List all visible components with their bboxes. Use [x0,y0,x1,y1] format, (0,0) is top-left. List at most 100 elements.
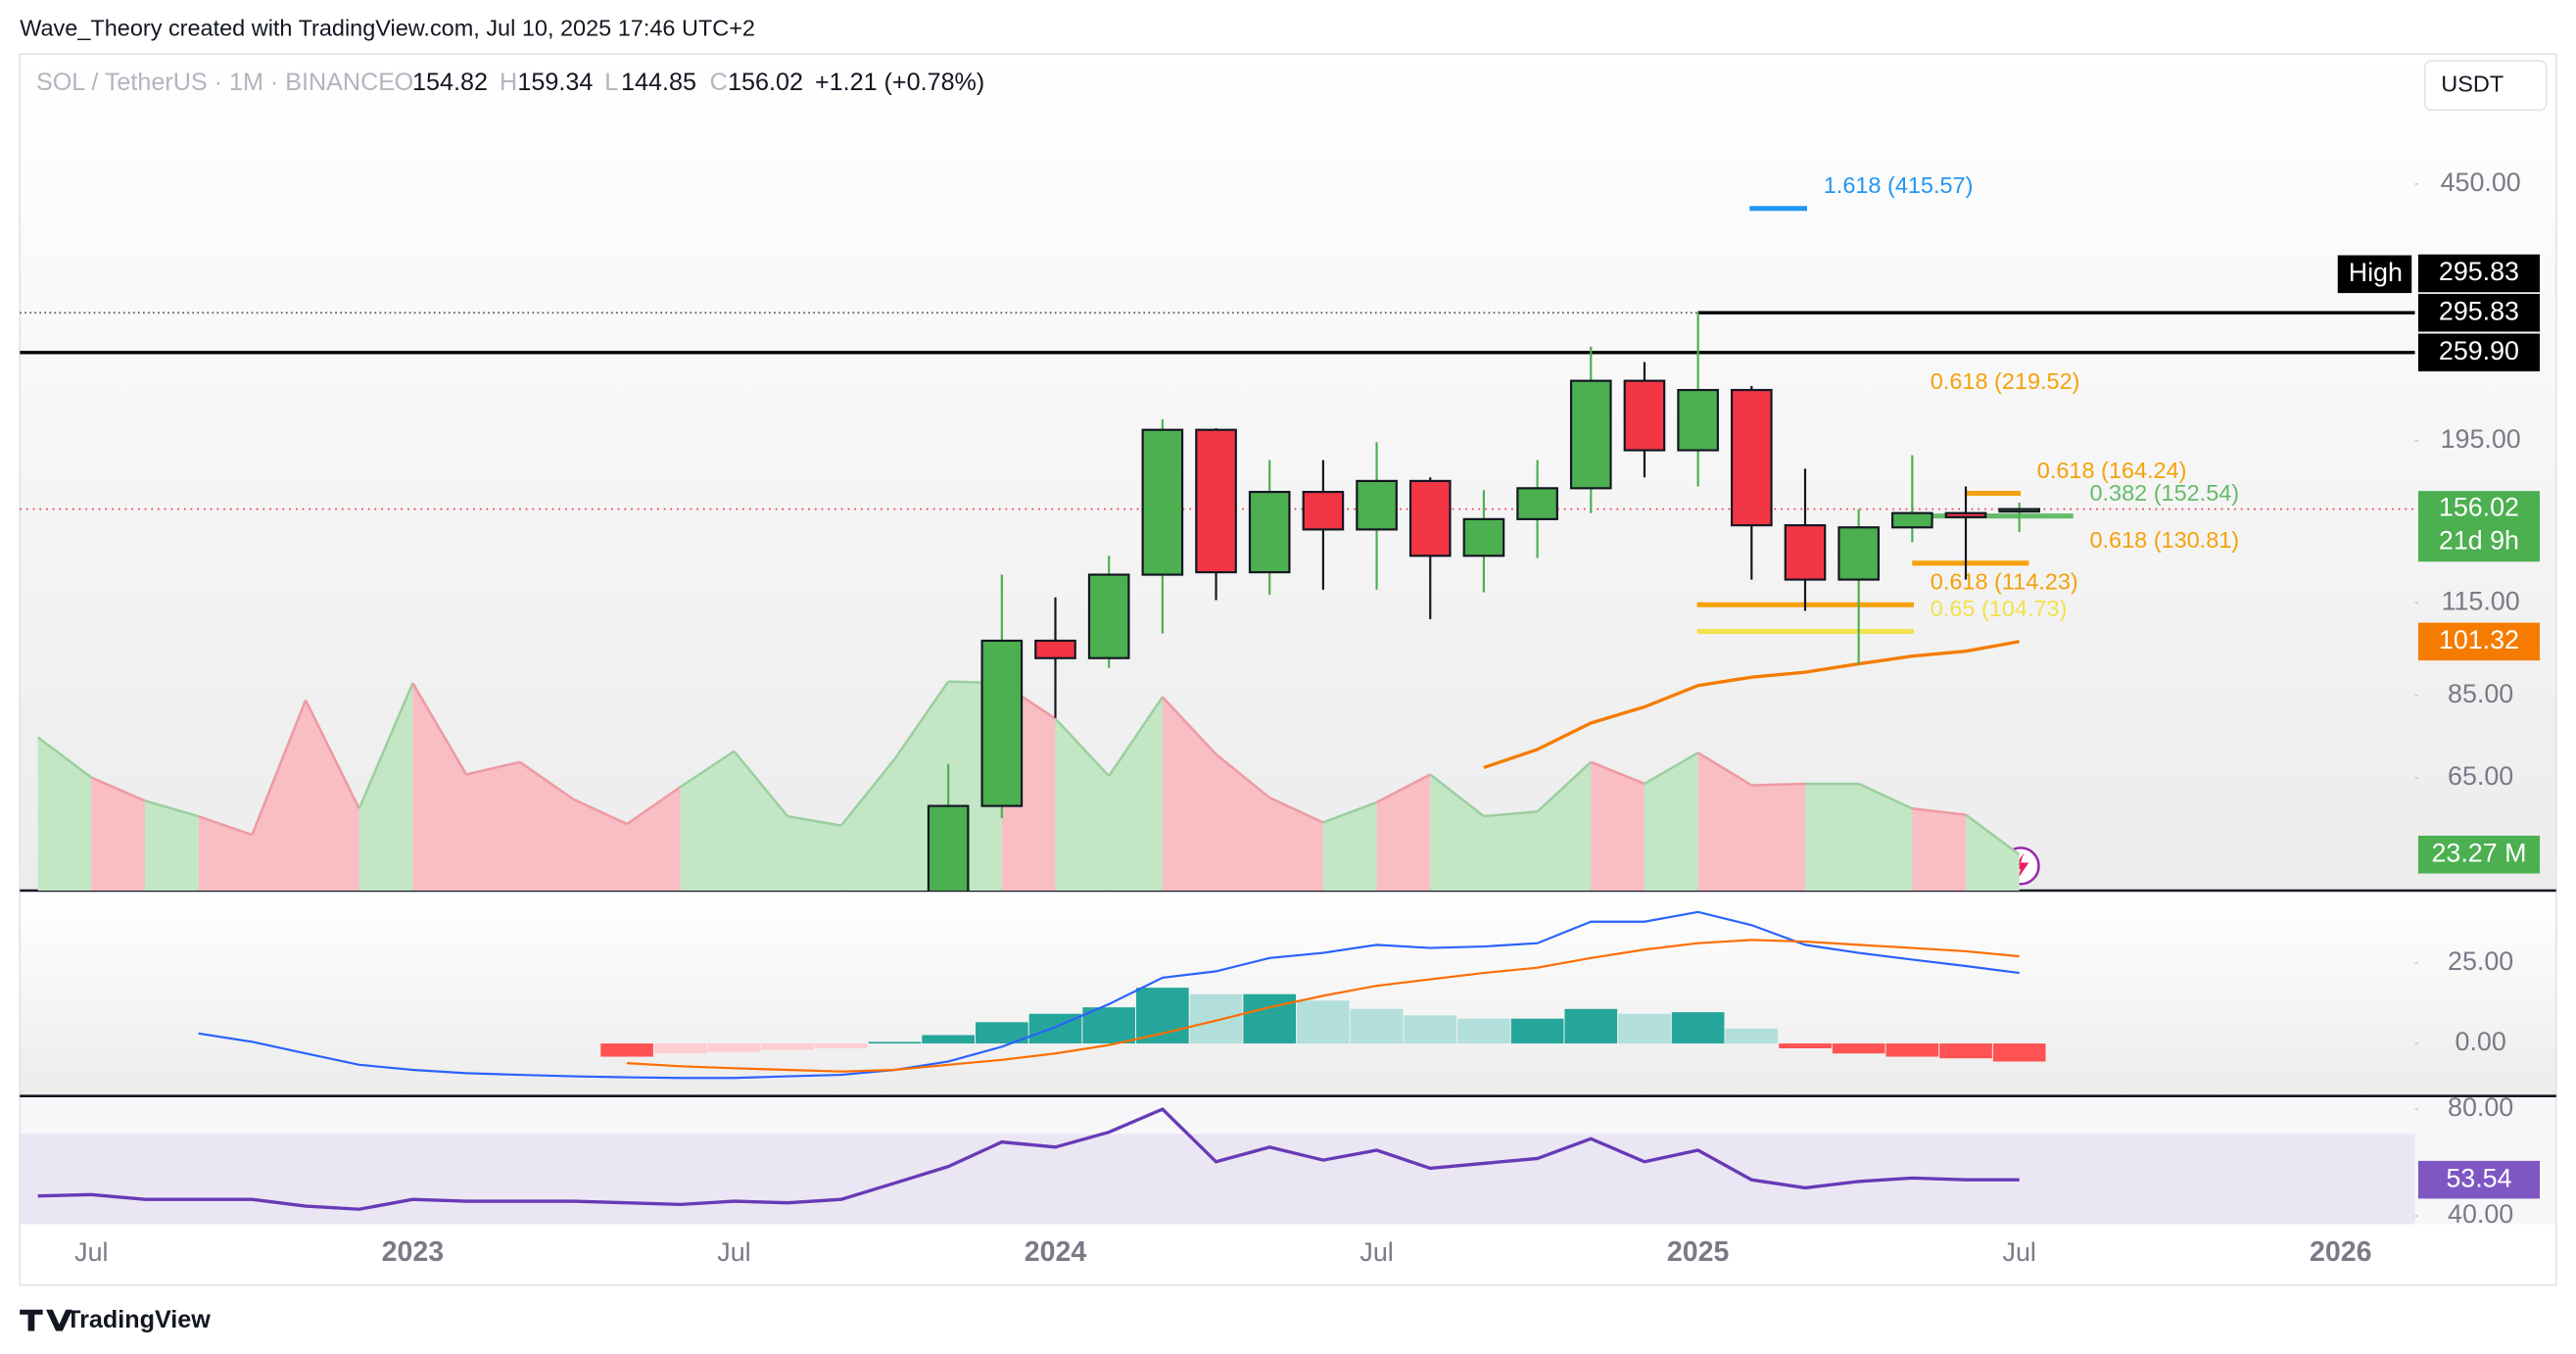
macd-histogram-bar [707,1043,761,1052]
volume-edge [90,776,146,802]
macd-histogram-bar [1189,993,1243,1044]
resistance-value-box [2417,333,2541,372]
candle-body [1730,388,1773,527]
volume-area [787,816,841,892]
volume-edge [1912,806,1967,816]
x-tick-label: 2025 [1667,1236,1730,1268]
x-tick-label: 2026 [2310,1236,2371,1268]
macd-histogram-bar [1136,988,1189,1044]
volume-area [145,800,199,892]
macd-histogram-bar [1885,1043,1939,1057]
macd-histogram-bar [1779,1043,1832,1048]
volume-edge [411,682,468,776]
high-tag: High [2349,258,2403,287]
candle-body [1248,491,1291,574]
high-value: 295.83 [2439,296,2519,325]
candle-body [980,639,1024,807]
candle-body [1302,491,1345,531]
macd-histogram-bar [814,1043,868,1048]
x-tick-label: Jul [1360,1237,1393,1267]
chart-frame [19,53,2557,1286]
candle-body [1034,639,1076,659]
legend-open: 154.82 [412,69,488,96]
volume-area [519,761,574,892]
credit: Wave_Theory created with TradingView.com… [20,15,755,40]
legend-o: O [395,69,414,96]
candle-body [1087,573,1130,659]
volume-edge [1965,813,2021,856]
signal-line [627,939,2020,1073]
macd-histogram-bar [1564,1008,1618,1044]
macd-histogram-bar [922,1035,975,1044]
macd-histogram-bar [1671,1012,1725,1044]
volume-edge [1751,782,1806,787]
macd-histogram-bar [975,1022,1028,1044]
volume-edge [358,682,414,809]
volume-edge [198,814,253,837]
macd-histogram-bar [653,1043,707,1054]
volume-edge [1054,717,1111,777]
volume-edge [304,700,360,809]
currency-label[interactable]: USDT [2441,71,2504,96]
volume-area [1430,774,1484,892]
fib-label: 0.382 (152.54) [2089,480,2239,506]
x-tick-label: Jul [717,1237,750,1267]
volume-edge [1696,751,1752,787]
fib-label: 0.618 (164.24) [2037,458,2187,483]
volume-edge [1483,810,1538,818]
high-tag-value-box [2417,254,2541,293]
candle-body [1141,428,1184,576]
candle-body [927,804,970,892]
currency-button[interactable] [2423,60,2548,112]
x-tick-label: 2024 [1025,1236,1087,1268]
logo-text: TradingView [66,1306,211,1333]
candle-body [1516,487,1558,520]
volume-edge [519,760,575,800]
volume-area [1216,753,1270,892]
volume-area [1483,811,1538,892]
x-tick-label: 2023 [382,1236,444,1268]
rsi-line [37,1107,2020,1211]
macd-histogram-bar [1510,1018,1564,1044]
y-tick-label: 115.00 [2442,586,2520,615]
volume-edge [839,757,896,827]
macd-histogram-bar [1992,1043,2046,1062]
y-tick-label: 195.00 [2441,424,2521,454]
high-tag-box [2337,255,2412,294]
volume-edge [572,798,628,826]
macd-histogram-bar [1618,1013,1671,1044]
alert-bolt [2012,852,2029,880]
volume-edge [787,814,842,827]
volume-edge [1858,782,1913,810]
volume-area [573,798,628,892]
volume-edge [626,786,682,826]
price-value: 156.02 [2439,493,2519,522]
volume-area [734,750,788,892]
candle-body [1784,524,1827,581]
macd-histogram-bar [600,1043,653,1057]
volume-area [412,683,467,892]
macd-histogram-bar [1350,1008,1404,1044]
volume-area [1751,784,1805,892]
fib-label: 0.65 (104.73) [1931,596,2068,621]
ema-value-box [2417,622,2541,661]
y-tick-label: 85.00 [2448,679,2513,708]
volume-area [1644,752,1698,892]
rsi-tick-label: 80.00 [2448,1092,2513,1122]
layer: 1.618 (415.57) 0.618 (219.52) 0.618 (164.2… [20,172,2415,892]
volume-area [1376,774,1431,892]
rsi-value-box [2417,1160,2541,1199]
candle-body [1623,379,1666,452]
volume-edge [1536,760,1593,813]
volume-edge [1429,773,1485,818]
layer [198,910,2046,1080]
volume-area [1858,784,1913,892]
volume-area [627,787,681,892]
volume-edge [1644,751,1699,786]
x-tick-label: Jul [2003,1237,2036,1267]
rsi-value: 53.54 [2446,1163,2511,1192]
legend-high: 159.34 [517,69,593,96]
volume-edge [465,760,521,776]
logo-mark [20,1309,72,1331]
